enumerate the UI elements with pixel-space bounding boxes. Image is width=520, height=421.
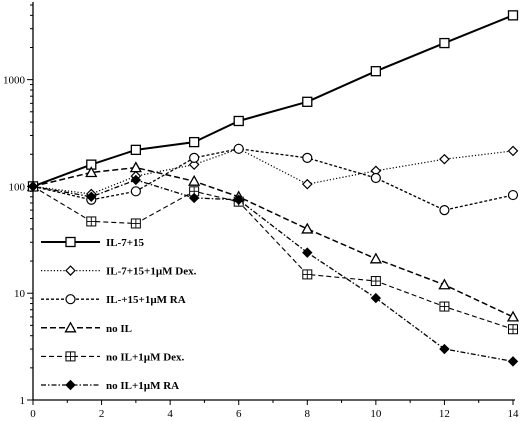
- data-point: [369, 252, 382, 264]
- data-point: [438, 278, 451, 290]
- legend-entry: no IL+1µM Dex.: [41, 351, 185, 363]
- x-tick-label: 10: [370, 408, 382, 420]
- legend-entry: IL-+15+1µM RA: [41, 294, 186, 306]
- data-point: [370, 292, 382, 304]
- data-point: [370, 276, 381, 287]
- x-tick-label: 6: [236, 408, 242, 420]
- legend-marker: [65, 379, 76, 391]
- x-tick-label: 14: [508, 408, 520, 420]
- data-point: [439, 301, 450, 312]
- x-tick-label: 4: [167, 408, 173, 420]
- legend-label: IL-7+15+1µM Dex.: [106, 266, 197, 278]
- series-4: [26, 161, 520, 322]
- series-6: [27, 174, 519, 367]
- legend-entry: IL-7+15: [41, 236, 145, 249]
- data-point: [507, 356, 519, 367]
- data-point: [439, 37, 450, 49]
- data-point: [507, 10, 519, 21]
- data-point: [370, 66, 382, 77]
- data-point: [439, 343, 450, 355]
- legend-marker: [65, 236, 76, 248]
- data-point: [301, 178, 313, 190]
- data-point: [130, 186, 141, 197]
- legend-marker: [64, 321, 77, 333]
- data-point: [130, 174, 142, 186]
- data-point: [302, 269, 313, 280]
- legend-marker: [65, 265, 76, 276]
- data-point: [188, 136, 200, 148]
- y-tick-label: 1: [20, 395, 26, 407]
- series-layer: [26, 10, 520, 367]
- y-tick-label: 10: [14, 288, 26, 300]
- y-tick-label: 100: [9, 181, 26, 193]
- data-point: [130, 218, 141, 229]
- x-tick-label: 12: [439, 408, 450, 420]
- legend: IL-7+15 IL-7+15+1µM Dex. IL-+15+1µM RA no I…: [41, 236, 197, 392]
- legend-entry: no IL: [41, 321, 132, 335]
- series-line: [32, 148, 514, 195]
- legend-entry: IL-7+15+1µM Dex.: [41, 265, 197, 278]
- x-tick-label: 8: [305, 408, 311, 420]
- axes: 0 2 4 6 8 10 12 14 1 10 100 1000: [3, 2, 519, 420]
- x-tick-label: 0: [30, 408, 36, 420]
- data-point: [302, 96, 313, 107]
- data-point: [507, 145, 519, 157]
- data-point: [233, 115, 244, 127]
- legend-label: no IL: [106, 323, 132, 335]
- data-point: [302, 152, 313, 163]
- data-point: [86, 191, 97, 202]
- data-point: [86, 216, 97, 227]
- data-point: [506, 310, 520, 322]
- legend-label: IL-+15+1µM RA: [106, 294, 186, 306]
- series-line: [32, 166, 514, 318]
- data-point: [233, 143, 244, 154]
- data-point: [188, 192, 200, 204]
- series-5: [28, 181, 518, 335]
- data-point: [188, 174, 201, 186]
- x-tick-label: 2: [99, 408, 105, 420]
- data-point: [85, 166, 98, 178]
- legend-label: IL-7+15: [106, 237, 145, 249]
- legend-marker: [65, 351, 76, 362]
- legend-label: no IL+1µM Dex.: [106, 351, 185, 363]
- legend-marker: [65, 294, 76, 305]
- legend-label: no IL+1µM RA: [106, 380, 179, 392]
- data-point: [27, 181, 39, 192]
- data-point: [129, 161, 142, 173]
- data-point: [302, 247, 313, 258]
- data-point: [130, 144, 142, 156]
- legend-entry: no IL+1µM RA: [41, 379, 179, 392]
- data-point: [301, 222, 314, 234]
- data-point: [439, 153, 450, 165]
- data-point: [507, 189, 519, 201]
- data-point: [439, 205, 450, 216]
- data-point: [370, 172, 381, 184]
- series-2: [27, 143, 519, 200]
- data-point: [189, 152, 200, 163]
- data-point: [508, 324, 518, 335]
- y-tick-label: 1000: [3, 75, 26, 87]
- data-point: [233, 194, 244, 205]
